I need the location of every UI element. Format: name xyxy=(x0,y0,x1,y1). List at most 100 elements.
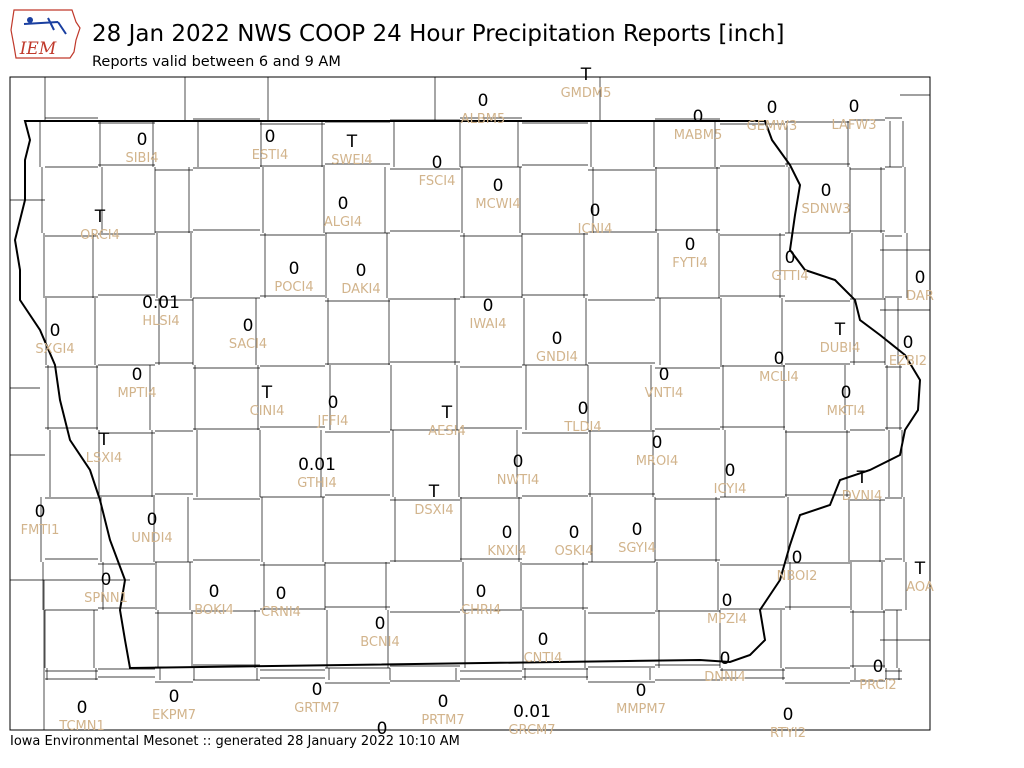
station-value: 0 xyxy=(915,268,926,288)
station-name: KNXI4 xyxy=(487,544,526,559)
station-name: MROI4 xyxy=(636,454,679,469)
station-name: FYTI4 xyxy=(672,256,707,271)
station-value: 0 xyxy=(652,433,663,453)
station-name: SIBI4 xyxy=(125,151,158,166)
station-name: ORCI4 xyxy=(80,228,120,243)
station-name: BOKI4 xyxy=(194,603,234,618)
station-value: 0.01 xyxy=(142,293,180,313)
station-value: 0 xyxy=(783,705,794,725)
station-value: 0 xyxy=(720,649,731,669)
station-value: T xyxy=(580,65,592,85)
station-value: 0.01 xyxy=(298,455,336,475)
station-value: 0 xyxy=(552,329,563,349)
logo-text: IEM xyxy=(19,39,57,59)
station-name: ALBM5 xyxy=(461,112,506,127)
station-value: 0 xyxy=(476,582,487,602)
station-name: AOA xyxy=(906,580,934,595)
station-value: 0 xyxy=(438,692,449,712)
station-value: 0 xyxy=(685,235,696,255)
station-name: SXGI4 xyxy=(35,342,74,357)
station-value: 0 xyxy=(338,194,349,214)
station-value: 0 xyxy=(328,393,339,413)
logo: IEM xyxy=(10,9,81,59)
station-name: UNDI4 xyxy=(131,531,172,546)
station-value: 0 xyxy=(312,680,323,700)
station-value: 0 xyxy=(432,153,443,173)
station-value: 0 xyxy=(538,630,549,650)
station-name: RTYI2 xyxy=(770,726,806,741)
station-value: 0 xyxy=(513,452,524,472)
station-name: GMDM5 xyxy=(561,86,612,101)
station-value: 0 xyxy=(169,687,180,707)
station-name: DVNI4 xyxy=(842,489,883,504)
station-name: POCI4 xyxy=(274,280,313,295)
station-name: DAR xyxy=(906,289,934,304)
station-value: 0 xyxy=(722,591,733,611)
station-name: TLDI4 xyxy=(563,420,601,435)
station-name: SWEI4 xyxy=(331,153,372,168)
station-name: JFFI4 xyxy=(317,414,349,429)
station-name: GRTM7 xyxy=(294,701,340,716)
station-name: MABM5 xyxy=(674,128,723,143)
station-value: 0 xyxy=(903,333,914,353)
station-name: NBOI2 xyxy=(777,569,818,584)
station-name: GNDI4 xyxy=(536,350,578,365)
station-name: PRTM7 xyxy=(421,713,464,728)
station-value: 0 xyxy=(243,316,254,336)
station-value: 0 xyxy=(101,570,112,590)
station-value: 0 xyxy=(209,582,220,602)
station-value: 0 xyxy=(77,698,88,718)
station-value: 0 xyxy=(137,130,148,150)
station-value: T xyxy=(914,559,926,579)
station-name: GRCM7 xyxy=(508,723,555,738)
station-value: 0 xyxy=(35,502,46,522)
station-name: FSCI4 xyxy=(419,174,456,189)
station-value: 0 xyxy=(792,548,803,568)
station-name: MPTI4 xyxy=(117,386,156,401)
station-value: T xyxy=(94,207,106,227)
station-name: AESI4 xyxy=(428,424,465,439)
station-value: 0 xyxy=(785,248,796,268)
station-name: ESTI4 xyxy=(252,148,289,163)
station-value: 0 xyxy=(569,523,580,543)
station-value: 0 xyxy=(767,98,778,118)
station-value: 0 xyxy=(502,523,513,543)
station-value: T xyxy=(441,403,453,423)
station-name: HLSI4 xyxy=(142,314,179,329)
station-name: EKPM7 xyxy=(152,708,196,723)
station-name: GTHI4 xyxy=(297,476,336,491)
station-value: 0 xyxy=(774,349,785,369)
station-name: MPZI4 xyxy=(707,612,747,627)
station-name: DUBI4 xyxy=(820,341,861,356)
station-value: 0.01 xyxy=(513,702,551,722)
station-name: ICYI4 xyxy=(714,482,747,497)
station-name: SGYI4 xyxy=(618,541,656,556)
station-value: 0 xyxy=(659,365,670,385)
station-value: 0 xyxy=(265,127,276,147)
station-value: 0 xyxy=(590,201,601,221)
station-value: T xyxy=(98,430,110,450)
station-name: DNNI4 xyxy=(704,670,746,685)
station-value: 0 xyxy=(147,510,158,530)
station-name: MCWI4 xyxy=(475,197,520,212)
station-value: T xyxy=(346,132,358,152)
station-value: 0 xyxy=(632,520,643,540)
station-value: T xyxy=(261,383,273,403)
station-value: 0 xyxy=(636,681,647,701)
station-name: CHRI4 xyxy=(461,603,501,618)
station-name: NWTI4 xyxy=(497,473,540,488)
station-name: IWAI4 xyxy=(470,317,507,332)
station-value: 0 xyxy=(841,383,852,403)
station-name: MKTI4 xyxy=(827,404,866,419)
station-name: TCMN1 xyxy=(58,719,104,734)
station-value: 0 xyxy=(493,176,504,196)
station-value: 0 xyxy=(276,584,287,604)
station-value: 0 xyxy=(578,399,589,419)
stations: 0ALBM5TGMDM50MABM50GEMW30LAFW30SIBI40EST… xyxy=(21,65,934,741)
station-value: 0 xyxy=(375,614,386,634)
station-name: ICNI4 xyxy=(578,222,613,237)
subtitle: Reports valid between 6 and 9 AM xyxy=(92,54,341,70)
station-name: EZBI2 xyxy=(889,354,927,369)
